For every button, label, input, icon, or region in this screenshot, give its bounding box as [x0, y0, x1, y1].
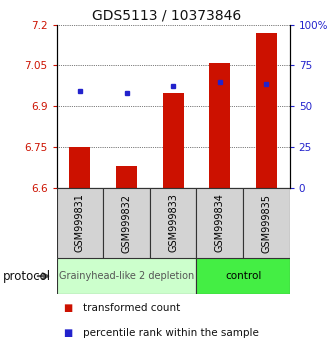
Bar	[243, 188, 290, 258]
Text: GSM999831: GSM999831	[75, 194, 85, 252]
Bar	[256, 33, 277, 188]
Text: protocol: protocol	[3, 270, 52, 282]
Bar	[57, 258, 196, 294]
Bar	[150, 188, 196, 258]
Bar	[196, 258, 290, 294]
Text: ■: ■	[63, 328, 73, 338]
Bar	[163, 93, 184, 188]
Bar	[116, 166, 137, 188]
Text: Grainyhead-like 2 depletion: Grainyhead-like 2 depletion	[59, 271, 194, 281]
Text: control: control	[225, 271, 261, 281]
Text: transformed count: transformed count	[83, 303, 180, 313]
Text: GSM999833: GSM999833	[168, 194, 178, 252]
Bar	[69, 147, 90, 188]
Text: GDS5113 / 10373846: GDS5113 / 10373846	[92, 9, 241, 23]
Bar	[57, 188, 103, 258]
Text: percentile rank within the sample: percentile rank within the sample	[83, 328, 259, 338]
Text: GSM999832: GSM999832	[122, 194, 132, 252]
Bar	[209, 63, 230, 188]
Text: ■: ■	[63, 303, 73, 313]
Text: GSM999835: GSM999835	[261, 194, 271, 252]
Bar	[103, 188, 150, 258]
Bar	[196, 188, 243, 258]
Text: GSM999834: GSM999834	[215, 194, 225, 252]
